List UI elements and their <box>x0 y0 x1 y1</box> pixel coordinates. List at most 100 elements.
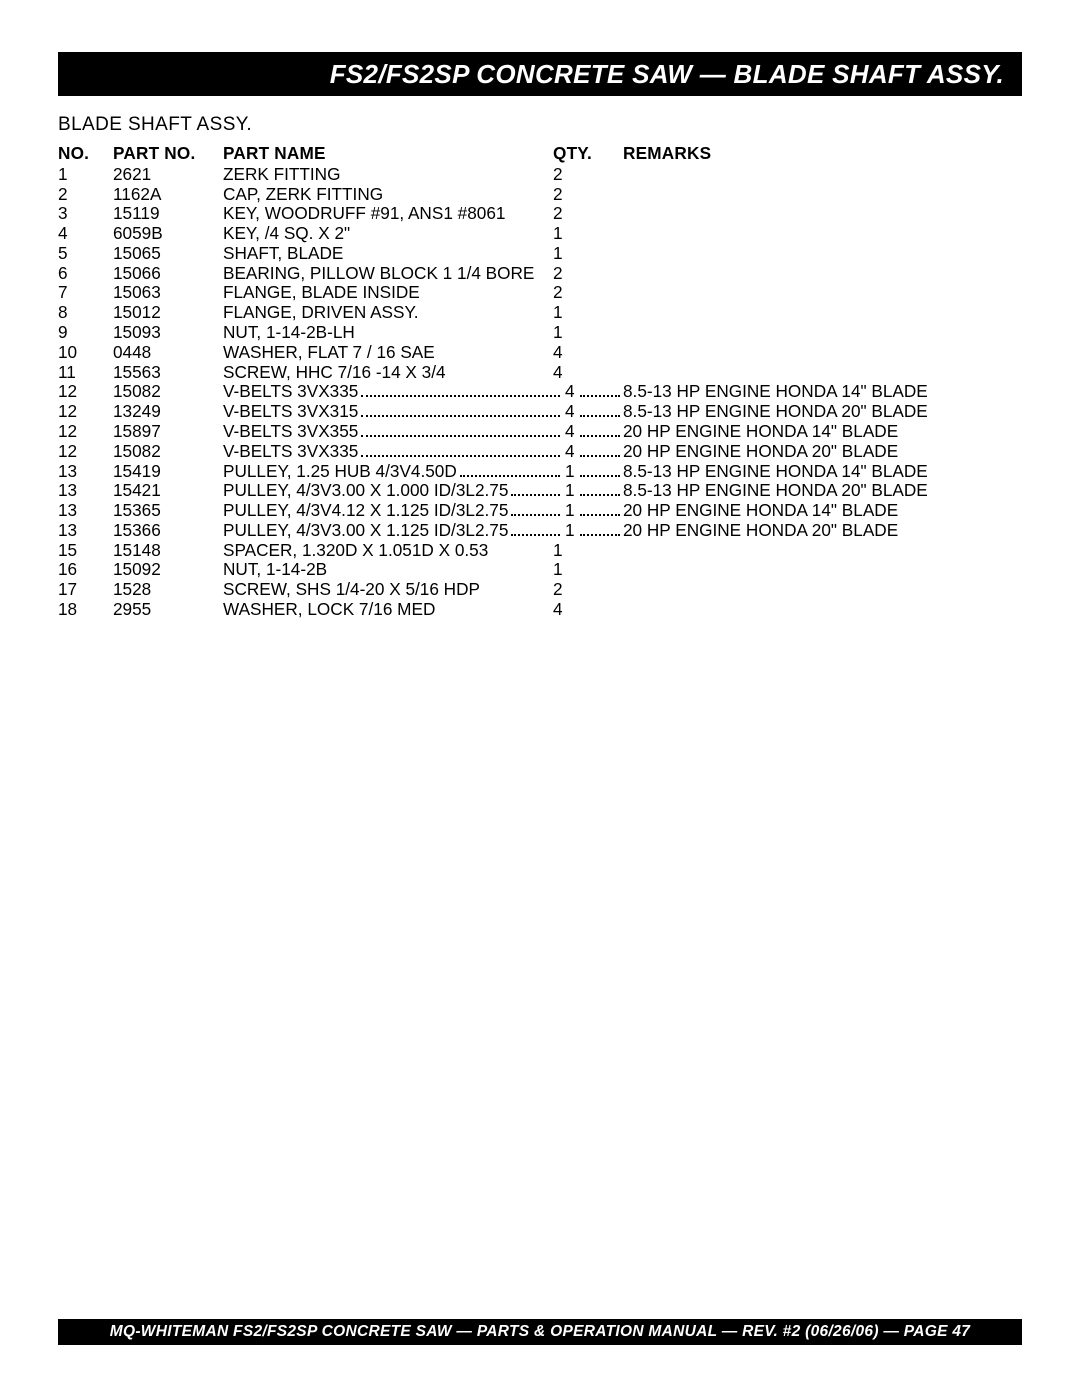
cell-no: 18 <box>58 600 113 620</box>
cell-part-no: 6059B <box>113 224 223 244</box>
leader-dots <box>580 395 620 397</box>
parts-table: NO. PART NO. PART NAME QTY. REMARKS 1262… <box>58 144 1022 620</box>
leader-dots <box>580 475 620 477</box>
cell-part-name: PULLEY, 4/3V3.00 X 1.125 ID/3L2.75 <box>223 521 508 541</box>
cell-part-no: 1162A <box>113 185 223 205</box>
cell-part-no: 15093 <box>113 323 223 343</box>
page-footer-bar: MQ-WHITEMAN FS2/FS2SP CONCRETE SAW — PAR… <box>58 1319 1022 1345</box>
page-footer-text: MQ-WHITEMAN FS2/FS2SP CONCRETE SAW — PAR… <box>110 1323 970 1341</box>
cell-part-name: SHAFT, BLADE <box>223 244 553 264</box>
cell-qty: 2 <box>553 185 623 205</box>
cell-rest: SHAFT, BLADE1 <box>223 244 1022 264</box>
leader-dots <box>580 514 620 516</box>
cell-no: 6 <box>58 264 113 284</box>
leader-dots <box>580 494 620 496</box>
cell-part-name: NUT, 1-14-2B <box>223 560 553 580</box>
table-row: 171528SCREW, SHS 1/4-20 X 5/16 HDP2 <box>58 580 1022 600</box>
cell-rest: WASHER, LOCK 7/16 MED4 <box>223 600 1022 620</box>
cell-no: 13 <box>58 481 113 501</box>
cell-part-no: 15366 <box>113 521 223 541</box>
section-subtitle: BLADE SHAFT ASSY. <box>58 114 1022 136</box>
cell-qty: 4 <box>553 363 623 383</box>
cell-no: 10 <box>58 343 113 363</box>
parts-table-body: 12621ZERK FITTING221162ACAP, ZERK FITTIN… <box>58 165 1022 620</box>
cell-remarks: 20 HP ENGINE HONDA 20" BLADE <box>623 521 898 541</box>
cell-part-no: 15419 <box>113 462 223 482</box>
cell-rest: KEY, /4 SQ. X 2"1 <box>223 224 1022 244</box>
cell-qty: 2 <box>553 580 623 600</box>
cell-rest: BEARING, PILLOW BLOCK 1 1/4 BORE2 <box>223 264 1022 284</box>
leader-dots <box>511 494 560 496</box>
cell-part-name: PULLEY, 4/3V4.12 X 1.125 ID/3L2.75 <box>223 501 508 521</box>
cell-no: 13 <box>58 462 113 482</box>
cell-part-no: 15897 <box>113 422 223 442</box>
cell-rest: SCREW, SHS 1/4-20 X 5/16 HDP2 <box>223 580 1022 600</box>
cell-part-no: 15092 <box>113 560 223 580</box>
cell-part-no: 1528 <box>113 580 223 600</box>
cell-no: 12 <box>58 422 113 442</box>
cell-qty: 1 <box>553 244 623 264</box>
table-row: 46059BKEY, /4 SQ. X 2"1 <box>58 224 1022 244</box>
cell-qty: 1 <box>553 560 623 580</box>
table-row: 1315365PULLEY, 4/3V4.12 X 1.125 ID/3L2.7… <box>58 501 1022 521</box>
cell-rest: V-BELTS 3VX335 4 20 HP ENGINE HONDA 20" … <box>223 442 1022 462</box>
cell-qty: 4 <box>553 343 623 363</box>
cell-no: 16 <box>58 560 113 580</box>
leader-dots <box>460 475 560 477</box>
table-row: 915093NUT, 1-14-2B-LH1 <box>58 323 1022 343</box>
leader-dots <box>580 534 620 536</box>
cell-part-no: 15066 <box>113 264 223 284</box>
cell-rest: NUT, 1-14-2B1 <box>223 560 1022 580</box>
cell-part-name: FLANGE, BLADE INSIDE <box>223 283 553 303</box>
cell-remarks: 8.5-13 HP ENGINE HONDA 20" BLADE <box>623 402 928 422</box>
cell-no: 13 <box>58 521 113 541</box>
parts-table-header: NO. PART NO. PART NAME QTY. REMARKS <box>58 144 1022 164</box>
leader-dots <box>361 395 560 397</box>
table-row: 1315366PULLEY, 4/3V3.00 X 1.125 ID/3L2.7… <box>58 521 1022 541</box>
cell-part-no: 2621 <box>113 165 223 185</box>
leader-dots <box>511 514 560 516</box>
table-row: 1515148SPACER, 1.320D X 1.051D X 0.531 <box>58 541 1022 561</box>
cell-qty: 1 <box>553 323 623 343</box>
col-header-remarks: REMARKS <box>623 144 1022 164</box>
table-row: 715063FLANGE, BLADE INSIDE2 <box>58 283 1022 303</box>
cell-part-no: 15421 <box>113 481 223 501</box>
col-header-qty: QTY. <box>553 144 623 164</box>
cell-no: 5 <box>58 244 113 264</box>
cell-part-name: BEARING, PILLOW BLOCK 1 1/4 BORE <box>223 264 553 284</box>
cell-no: 11 <box>58 363 113 383</box>
cell-part-name: NUT, 1-14-2B-LH <box>223 323 553 343</box>
cell-no: 12 <box>58 442 113 462</box>
cell-part-name: SCREW, SHS 1/4-20 X 5/16 HDP <box>223 580 553 600</box>
cell-rest: SCREW, HHC 7/16 -14 X 3/44 <box>223 363 1022 383</box>
cell-no: 3 <box>58 204 113 224</box>
cell-qty: 4 <box>563 382 577 402</box>
cell-qty: 1 <box>563 462 577 482</box>
cell-part-no: 15065 <box>113 244 223 264</box>
page-title: FS2/FS2SP CONCRETE SAW — BLADE SHAFT ASS… <box>330 59 1004 90</box>
cell-part-no: 13249 <box>113 402 223 422</box>
cell-rest: ZERK FITTING2 <box>223 165 1022 185</box>
cell-no: 7 <box>58 283 113 303</box>
table-row: 1115563SCREW, HHC 7/16 -14 X 3/44 <box>58 363 1022 383</box>
cell-part-no: 0448 <box>113 343 223 363</box>
cell-rest: WASHER, FLAT 7 / 16 SAE4 <box>223 343 1022 363</box>
table-row: 1315421PULLEY, 4/3V3.00 X 1.000 ID/3L2.7… <box>58 481 1022 501</box>
cell-part-no: 15119 <box>113 204 223 224</box>
cell-no: 17 <box>58 580 113 600</box>
cell-rest: V-BELTS 3VX315 4 8.5-13 HP ENGINE HONDA … <box>223 402 1022 422</box>
cell-part-name: SPACER, 1.320D X 1.051D X 0.53 <box>223 541 553 561</box>
cell-part-name: V-BELTS 3VX355 <box>223 422 358 442</box>
cell-part-name: V-BELTS 3VX335 <box>223 382 358 402</box>
table-row: 1315419PULLEY, 1.25 HUB 4/3V4.50D 1 8.5-… <box>58 462 1022 482</box>
cell-remarks: 8.5-13 HP ENGINE HONDA 14" BLADE <box>623 462 928 482</box>
cell-qty: 1 <box>553 541 623 561</box>
page-title-bar: FS2/FS2SP CONCRETE SAW — BLADE SHAFT ASS… <box>58 52 1022 96</box>
cell-rest: KEY, WOODRUFF #91, ANS1 #80612 <box>223 204 1022 224</box>
cell-part-no: 15365 <box>113 501 223 521</box>
table-row: 21162ACAP, ZERK FITTING2 <box>58 185 1022 205</box>
cell-qty: 2 <box>553 204 623 224</box>
col-header-no: NO. <box>58 144 113 164</box>
cell-part-no: 15012 <box>113 303 223 323</box>
cell-qty: 4 <box>563 422 577 442</box>
